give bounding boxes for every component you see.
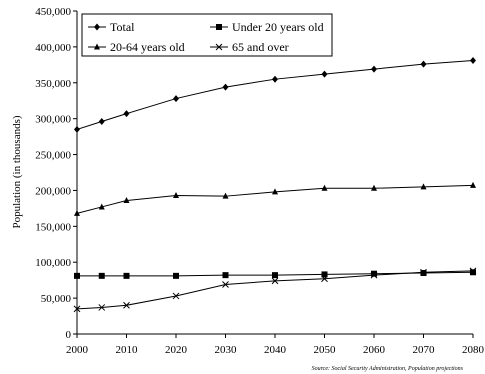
y-tick-label: 450,000 xyxy=(35,6,71,18)
y-tick-label: 100,000 xyxy=(35,257,71,269)
data-point-triangle xyxy=(371,184,377,191)
legend-item: Under 20 years old xyxy=(210,20,324,34)
data-point-diamond xyxy=(272,75,278,83)
data-point-square xyxy=(321,271,328,278)
data-point-square xyxy=(420,269,427,276)
x-tick-label: 2020 xyxy=(165,344,188,356)
y-axis-label: Population (in thousands) xyxy=(11,115,23,228)
y-tick-label: 250,000 xyxy=(35,150,71,162)
chart-axes xyxy=(76,11,473,335)
data-point-square xyxy=(216,24,222,30)
data-point-diamond xyxy=(321,70,328,78)
data-point-triangle xyxy=(98,203,105,210)
data-point-x xyxy=(469,267,477,275)
data-point-x xyxy=(321,275,328,283)
data-point-triangle xyxy=(272,188,278,195)
series-under-20-years-old xyxy=(74,269,476,279)
data-point-diamond xyxy=(222,83,229,91)
x-tick-label: 2070 xyxy=(413,344,436,356)
x-marker-stroke xyxy=(73,305,81,313)
data-point-triangle xyxy=(94,43,100,50)
data-point-triangle xyxy=(470,181,476,188)
axis-ticks: 0 50,000 100,000 150,000 200,000 250,000 300,0… xyxy=(35,6,484,356)
y-tick-label: 150,000 xyxy=(35,221,71,233)
series-line xyxy=(76,60,474,130)
data-point-x xyxy=(420,268,427,276)
data-point-triangle xyxy=(173,191,179,198)
data-point-x xyxy=(271,277,279,285)
chart-series xyxy=(73,57,477,313)
data-point-x xyxy=(98,304,106,311)
data-point-triangle xyxy=(222,192,229,199)
series-line xyxy=(76,270,474,310)
legend-label: 65 and over xyxy=(232,40,289,54)
data-point-diamond xyxy=(371,65,377,73)
y-tick-label: 200,000 xyxy=(35,185,71,197)
legend-label: Total xyxy=(110,20,135,34)
data-point-diamond xyxy=(173,95,179,103)
x-marker-stroke xyxy=(172,292,180,300)
data-point-diamond xyxy=(94,23,100,31)
data-point-diamond xyxy=(123,110,130,118)
legend-label: Under 20 years old xyxy=(232,20,324,34)
x-marker-stroke xyxy=(98,304,106,311)
series-line xyxy=(76,184,474,214)
data-point-diamond xyxy=(98,118,105,126)
data-point-x xyxy=(370,271,378,279)
x-marker-stroke xyxy=(370,271,378,279)
data-point-triangle xyxy=(321,184,328,191)
data-point-x xyxy=(222,281,229,288)
x-marker-stroke xyxy=(271,277,279,285)
x-tick-label: 2030 xyxy=(215,344,238,356)
y-tick-label: 50,000 xyxy=(41,293,72,305)
x-marker-stroke xyxy=(321,275,328,283)
data-point-diamond xyxy=(420,60,427,68)
series-total xyxy=(74,57,476,133)
y-axis-label-group: Population (in thousands) xyxy=(11,115,23,228)
legend-item: Total xyxy=(88,20,135,34)
data-point-x xyxy=(123,301,130,309)
data-point-square xyxy=(173,272,179,279)
data-point-square xyxy=(123,272,130,279)
y-tick-label: 350,000 xyxy=(35,78,71,90)
x-tick-label: 2010 xyxy=(116,344,139,356)
x-tick-label: 2080 xyxy=(462,344,485,356)
data-point-square xyxy=(74,272,80,279)
x-marker-stroke xyxy=(123,301,130,309)
x-marker-stroke xyxy=(222,281,229,288)
chart-legend: Total Under 20 years old 20-64 years old 65… xyxy=(81,13,333,57)
x-marker-stroke xyxy=(420,268,427,276)
y-tick-label: 0 xyxy=(66,329,72,341)
legend-item: 65 and over xyxy=(210,40,289,54)
data-point-x xyxy=(172,292,180,300)
legend-box xyxy=(81,13,333,57)
x-tick-label: 2050 xyxy=(314,344,337,356)
data-point-square xyxy=(222,272,229,279)
data-point-x xyxy=(215,43,223,51)
data-point-square xyxy=(371,270,377,277)
series-20-64-years-old xyxy=(74,181,476,216)
data-point-square xyxy=(272,272,278,279)
x-marker-stroke xyxy=(469,267,477,275)
data-point-square xyxy=(98,272,105,279)
source-note: Source: Social Security Administration, … xyxy=(312,366,464,372)
y-tick-label: 300,000 xyxy=(35,114,71,126)
y-tick-label: 400,000 xyxy=(35,42,71,54)
data-point-square xyxy=(470,269,476,276)
data-point-x xyxy=(73,305,81,313)
data-point-diamond xyxy=(74,125,80,133)
x-tick-label: 2000 xyxy=(66,344,89,356)
x-marker-stroke xyxy=(215,43,223,51)
data-point-triangle xyxy=(74,209,80,216)
data-point-triangle xyxy=(420,183,427,190)
data-point-triangle xyxy=(123,196,130,203)
legend-item: 20-64 years old xyxy=(88,40,185,54)
data-point-diamond xyxy=(470,57,476,65)
x-tick-label: 2060 xyxy=(363,344,386,356)
series-65-and-over xyxy=(73,267,477,313)
legend-label: 20-64 years old xyxy=(110,40,185,54)
x-tick-label: 2040 xyxy=(264,344,287,356)
